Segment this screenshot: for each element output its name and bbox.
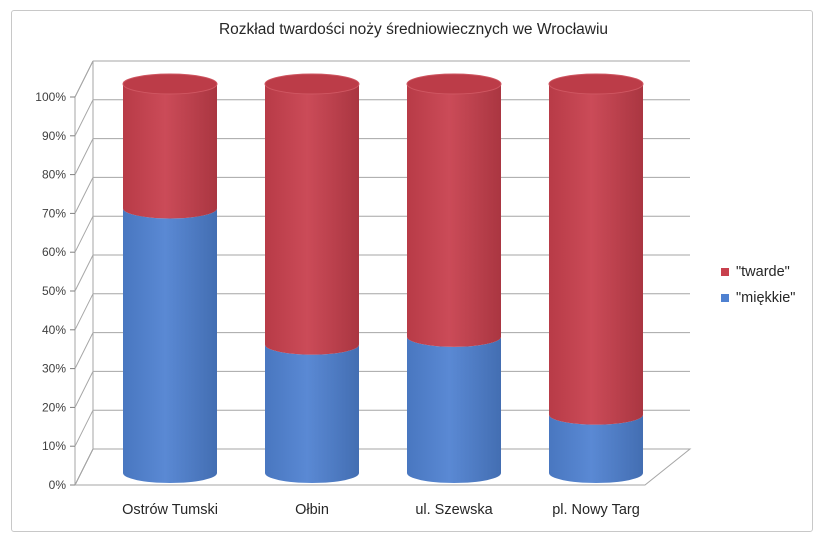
legend-item-miekkie: "miękkie"	[721, 288, 795, 308]
legend-swatch-twarde	[721, 268, 729, 276]
x-tick-label: Ostrów Tumski	[122, 502, 218, 518]
gridline-depth	[74, 448, 94, 486]
bar-segment	[122, 208, 217, 484]
x-tick-label: Ołbin	[295, 502, 329, 518]
bar-top-cap	[406, 73, 502, 95]
gridline-depth	[74, 254, 94, 292]
gridline-depth	[74, 332, 94, 369]
y-tick-label: 40%	[42, 323, 66, 337]
x-tick-label: pl. Nowy Targ	[552, 502, 640, 518]
legend-item-twarde: "twarde"	[721, 262, 790, 282]
legend-swatch-miekkie	[721, 294, 729, 302]
gridline-depth	[74, 99, 94, 137]
legend-label-twarde: "twarde"	[736, 264, 790, 280]
bar-segment	[407, 84, 501, 347]
y-tick-label: 10%	[42, 439, 66, 453]
y-tick-label: 30%	[42, 362, 66, 376]
bar-segment	[123, 84, 217, 219]
bar-top-cap	[264, 73, 360, 95]
bar-top-cap	[548, 73, 644, 95]
gridline-depth	[74, 293, 94, 331]
bar-segment	[265, 84, 359, 355]
bar-segment	[407, 336, 501, 483]
y-tick-label: 50%	[42, 284, 66, 298]
gridline-depth	[74, 371, 94, 408]
y-tick-label: 90%	[42, 129, 66, 143]
x-tick-label: ul. Szewska	[415, 502, 493, 518]
y-tick-label: 60%	[42, 245, 66, 259]
bar-segment	[549, 84, 643, 425]
gridline-depth	[74, 215, 94, 253]
legend-label-miekkie: "miękkie"	[736, 290, 796, 306]
y-tick-label: 20%	[42, 400, 66, 414]
y-tick-label: 100%	[35, 90, 66, 104]
gridline-depth	[74, 60, 94, 98]
bar-top-cap	[122, 73, 218, 95]
bar-segment	[549, 414, 643, 483]
bar-segment	[265, 344, 359, 483]
y-tick-label: 0%	[49, 478, 67, 492]
gridline-depth	[74, 138, 94, 175]
gridline-depth	[74, 409, 94, 447]
gridline-depth	[74, 177, 94, 214]
chart-title: Rozkład twardości noży średniowiecznych …	[218, 21, 609, 38]
y-tick-label: 70%	[42, 206, 66, 220]
y-tick-label: 80%	[42, 168, 66, 182]
